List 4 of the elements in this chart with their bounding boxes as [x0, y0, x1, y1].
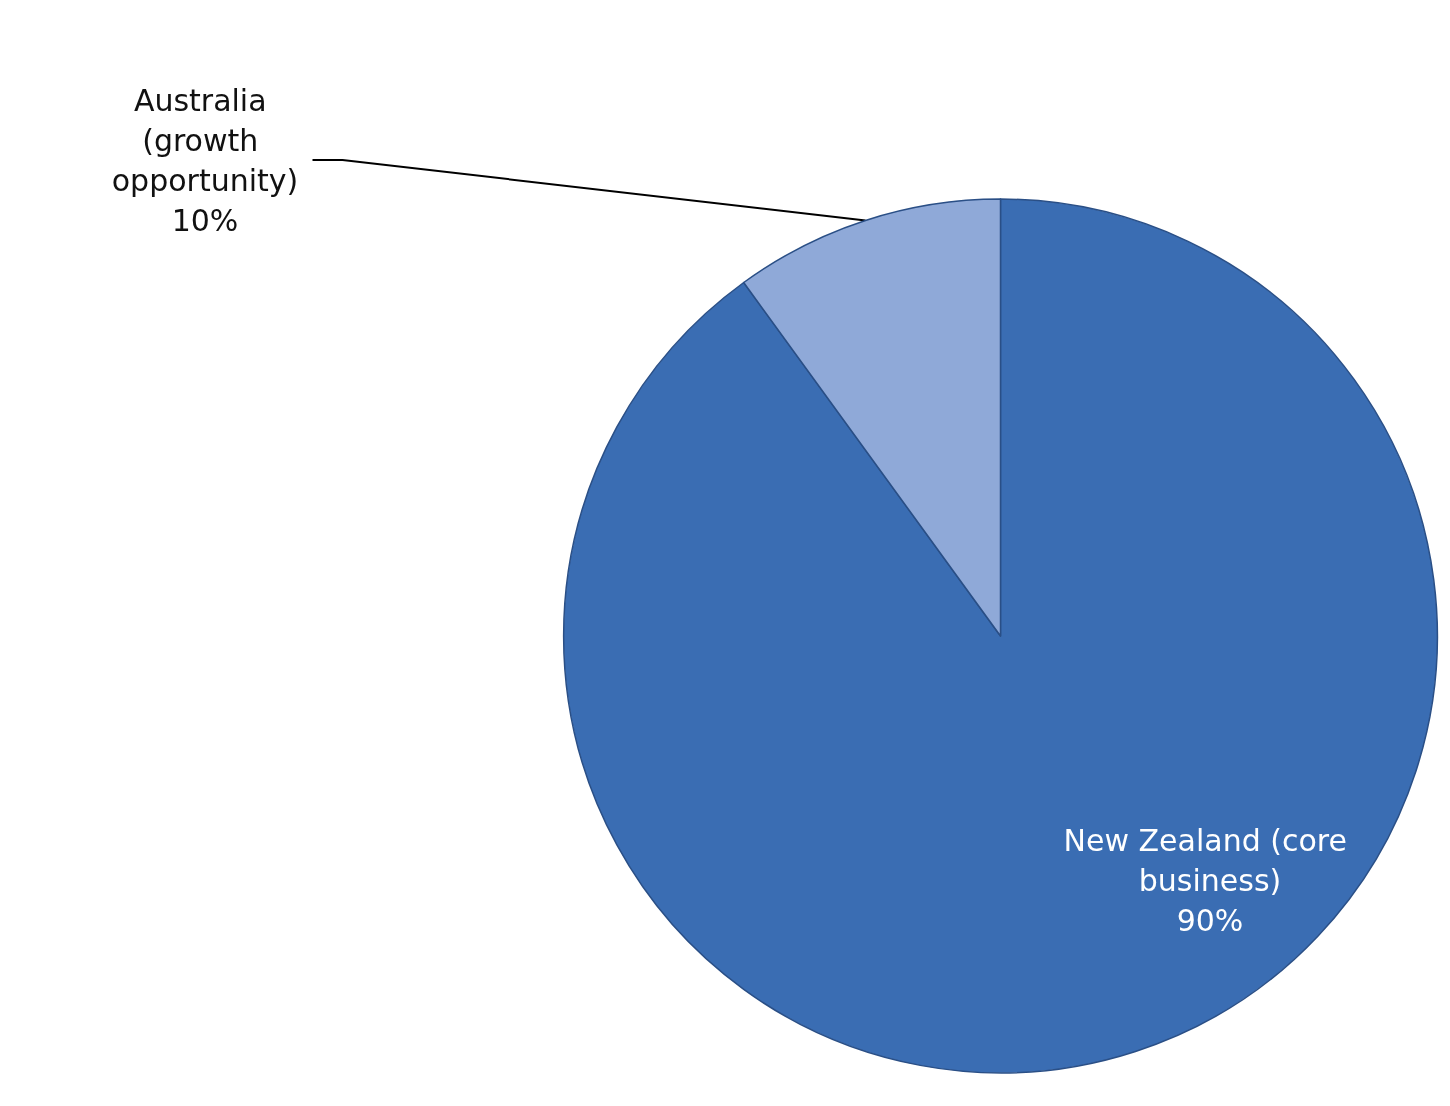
- slice-label: Australia (growth opportunity): [111, 82, 299, 198]
- data-label: 90%: [1176, 902, 1244, 938]
- data-label: 10%: [171, 202, 239, 238]
- slice-label: New Zealand (core business): [1063, 822, 1357, 898]
